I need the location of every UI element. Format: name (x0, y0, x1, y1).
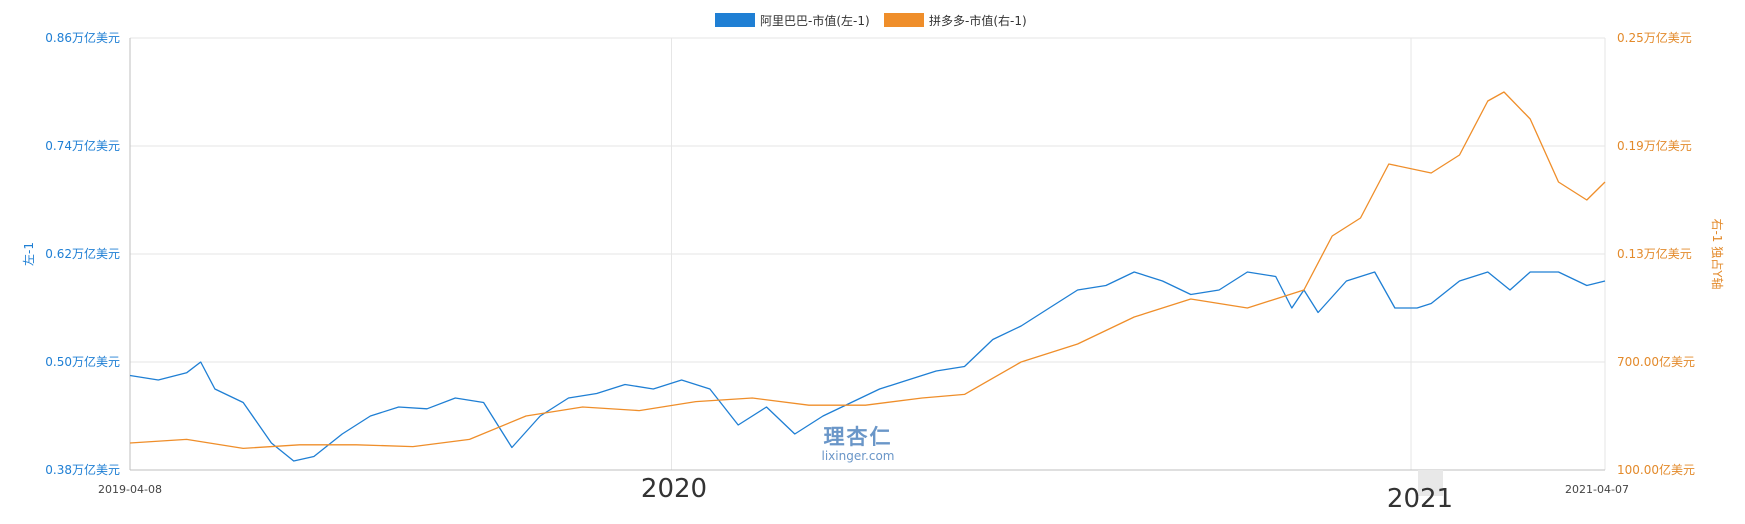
right-axis-title: 右-1 独占Y轴 (1710, 218, 1725, 289)
right-tick-4: 0.25万亿美元 (1617, 30, 1692, 45)
watermark-logo-text: 理杏仁 (824, 425, 893, 449)
left-axis-ticks: 0.38万亿美元 0.50万亿美元 0.62万亿美元 0.74万亿美元 0.86… (45, 30, 120, 477)
x-tick-2020: 2020 (641, 474, 707, 504)
series-line-alibaba[interactable] (129, 271, 1606, 462)
left-tick-0: 0.38万亿美元 (45, 462, 120, 477)
right-tick-0: 100.00亿美元 (1617, 462, 1695, 477)
year-2021-highlight (1418, 470, 1443, 496)
right-tick-1: 700.00亿美元 (1617, 354, 1695, 369)
series-layer (129, 91, 1606, 462)
series-line-pdd[interactable] (129, 91, 1606, 450)
x-tick-start: 2019-04-08 (98, 483, 162, 496)
right-tick-3: 0.19万亿美元 (1617, 138, 1692, 153)
right-axis-ticks: 100.00亿美元 700.00亿美元 0.13万亿美元 0.19万亿美元 0.… (1617, 30, 1695, 477)
left-axis-title: 左-1 (21, 242, 36, 266)
left-tick-1: 0.50万亿美元 (45, 354, 120, 369)
left-tick-3: 0.74万亿美元 (45, 138, 120, 153)
legend-label-pdd[interactable]: 拼多多-市值(右-1) (929, 13, 1027, 28)
right-tick-2: 0.13万亿美元 (1617, 246, 1692, 261)
x-tick-end: 2021-04-07 (1565, 483, 1629, 496)
watermark: 理杏仁 lixinger.com (822, 425, 895, 463)
legend-swatch-alibaba[interactable] (715, 13, 755, 27)
left-tick-4: 0.86万亿美元 (45, 30, 120, 45)
x-axis-ticks: 2019-04-08 2020 2021 2021-04-07 (98, 470, 1629, 514)
legend-swatch-pdd[interactable] (884, 13, 924, 27)
watermark-url: lixinger.com (822, 449, 895, 463)
x-tick-2021: 2021 (1387, 484, 1453, 514)
legend-label-alibaba[interactable]: 阿里巴巴-市值(左-1) (760, 13, 870, 28)
left-tick-2: 0.62万亿美元 (45, 246, 120, 261)
legend[interactable]: 阿里巴巴-市值(左-1) 拼多多-市值(右-1) (715, 13, 1027, 28)
